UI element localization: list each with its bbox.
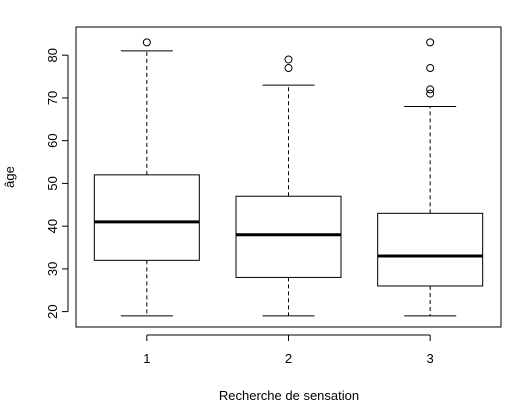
outlier-point — [426, 89, 435, 98]
box-group-1 — [93, 38, 200, 317]
x-tick-label: 2 — [285, 351, 292, 366]
box-iqr — [93, 174, 200, 261]
y-tick-label: 40 — [45, 219, 60, 233]
x-axis: 1 2 3 — [143, 334, 434, 366]
outlier-point — [426, 38, 435, 47]
box-iqr — [235, 195, 342, 278]
x-tick-label: 3 — [427, 351, 434, 366]
box-group-3 — [377, 38, 484, 317]
box-group-2 — [235, 55, 342, 317]
plot-frame — [75, 26, 502, 328]
outlier-point — [284, 55, 293, 64]
box-iqr — [377, 212, 484, 287]
y-tick-label: 50 — [45, 176, 60, 190]
y-axis: 20 30 40 50 60 70 80 — [45, 48, 69, 319]
outlier-point — [284, 64, 293, 73]
outlier-point — [426, 85, 435, 94]
y-tick-label: 60 — [45, 133, 60, 147]
outlier-point — [142, 38, 151, 47]
y-tick-label: 70 — [45, 91, 60, 105]
y-tick-label: 80 — [45, 48, 60, 62]
y-tick-label: 20 — [45, 304, 60, 318]
x-tick-label: 1 — [143, 351, 150, 366]
boxes-layer — [93, 38, 484, 317]
y-axis-label: âge — [2, 166, 17, 188]
outlier-point — [426, 64, 435, 73]
x-axis-label: Recherche de sensation — [219, 388, 359, 403]
y-tick-label: 30 — [45, 262, 60, 276]
